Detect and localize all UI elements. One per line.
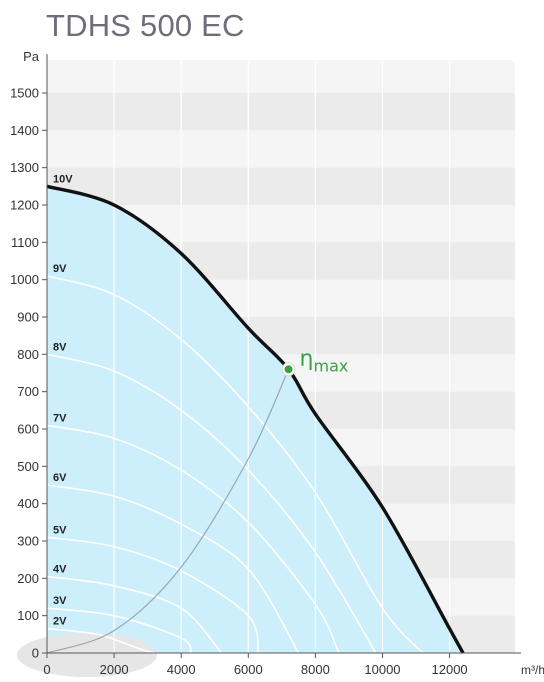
y-tick-label: 800 xyxy=(17,347,39,362)
x-tick-label: 4000 xyxy=(167,662,196,677)
grid-band xyxy=(47,167,515,205)
y-tick-label: 1400 xyxy=(10,123,39,138)
series-label-7V: 7V xyxy=(53,412,67,424)
operating-area xyxy=(17,186,463,677)
y-tick-label: 1500 xyxy=(10,86,39,101)
series-line-8V xyxy=(46,353,377,654)
x-tick-label: 10000 xyxy=(364,662,400,677)
efficiency-line xyxy=(46,369,290,654)
y-tick-label: 300 xyxy=(17,534,39,549)
eta-max-label: ηmax xyxy=(300,346,349,375)
low-flow-region xyxy=(17,633,157,677)
vertical-gridlines xyxy=(113,60,451,653)
series-line-7V xyxy=(46,424,340,654)
series-label-5V: 5V xyxy=(53,524,67,536)
y-tick-label: 400 xyxy=(17,496,39,511)
grid-band xyxy=(47,93,515,131)
x-axis-label: m³/h xyxy=(521,663,544,677)
operating-area-fill xyxy=(47,186,463,654)
y-axis-label: Pa xyxy=(23,49,40,64)
series-line-6V xyxy=(46,484,300,654)
series-label-8V: 8V xyxy=(53,341,67,353)
series-label-3V: 3V xyxy=(53,595,67,607)
y-tick-label: 600 xyxy=(17,422,39,437)
series-label-6V: 6V xyxy=(53,472,67,484)
axes xyxy=(46,54,521,654)
series-label-4V: 4V xyxy=(53,563,67,575)
series-label-10V: 10V xyxy=(53,173,73,185)
y-tick-label: 700 xyxy=(17,384,39,399)
max-curve-group: ηmax xyxy=(46,184,465,654)
x-tick-label: 8000 xyxy=(301,662,330,677)
series-label-9V: 9V xyxy=(53,263,67,275)
x-tick-label: 0 xyxy=(43,662,50,677)
x-tick-label: 2000 xyxy=(100,662,129,677)
series-line-9V xyxy=(46,275,424,654)
series-line-3V xyxy=(46,607,193,654)
y-tick-label: 1100 xyxy=(11,235,39,250)
series-line-5V xyxy=(46,536,260,654)
y-tick-label: 900 xyxy=(17,310,39,325)
y-tick-label: 1300 xyxy=(10,160,39,175)
y-tick-label: 200 xyxy=(17,571,39,586)
chart-title: TDHS 500 EC xyxy=(46,8,245,43)
series-labels: 10V 9V 8V 7V 6V 5V 4V 3V 2V xyxy=(53,173,73,627)
x-tick-label: 12000 xyxy=(432,662,468,677)
x-tick-label: 6000 xyxy=(234,662,263,677)
tick-labels: 0 100 200 300 400 500 600 700 800 900 1000 1100 1200… xyxy=(10,49,544,677)
voltage-curves xyxy=(46,275,424,654)
y-tick-label: 1200 xyxy=(10,198,39,213)
series-line-2V xyxy=(46,627,155,654)
y-tick-label: 100 xyxy=(17,608,39,623)
y-tick-label: 0 xyxy=(32,646,39,661)
y-tick-label: 1000 xyxy=(10,272,39,287)
efficiency-line-group xyxy=(46,369,290,654)
eta-max-marker xyxy=(284,365,293,374)
y-tick-label: 500 xyxy=(17,459,39,474)
series-label-2V: 2V xyxy=(53,616,67,628)
series-line-4V xyxy=(46,575,223,654)
